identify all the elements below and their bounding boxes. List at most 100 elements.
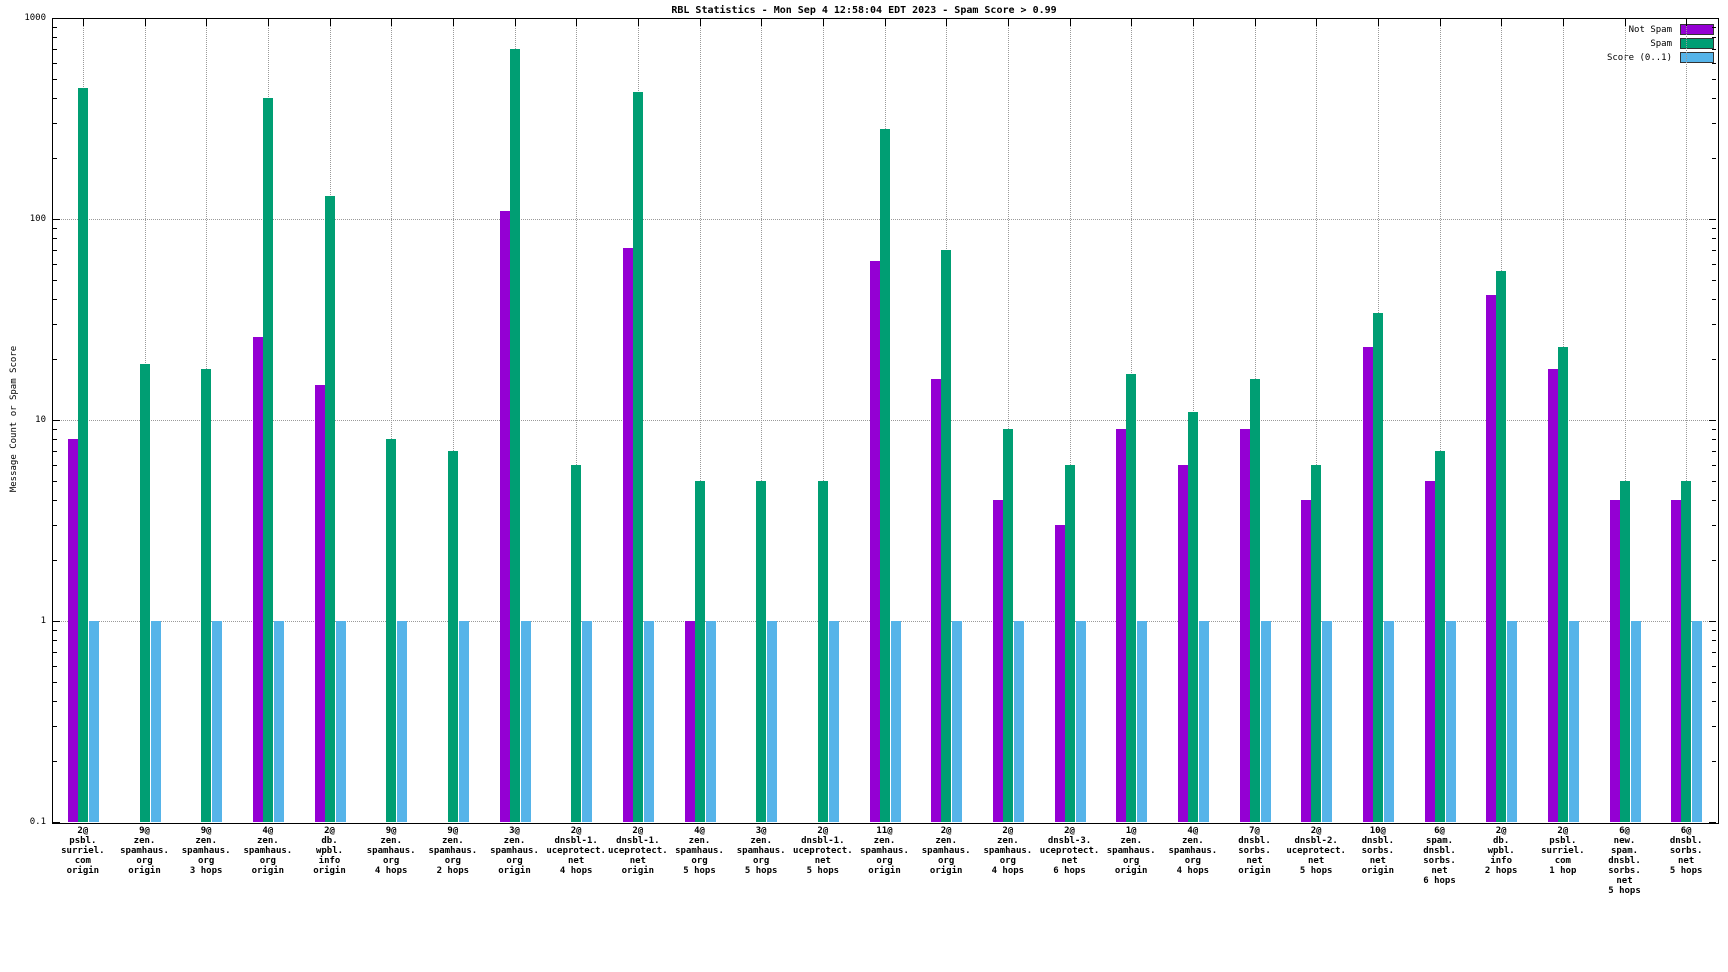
x-category-label-line: net [1308, 856, 1325, 866]
x-category-label-line: net [1246, 856, 1263, 866]
y-minor-tick [53, 37, 57, 39]
x-category-label: 2@ dnsbl-1. uceprotect. net 4 hops [544, 826, 608, 876]
x-category-label-line: 9@ [200, 826, 212, 836]
bar-spam [694, 480, 705, 822]
bar-not-spam [1424, 480, 1435, 822]
y-minor-tick [53, 665, 57, 667]
x-category-label-line: spamhaus. [736, 846, 786, 856]
x-category-label-line: org [198, 856, 215, 866]
x-category-label: 4@ zen. spamhaus. org 5 hops [668, 826, 732, 876]
x-category-label-line: zen. [256, 836, 279, 846]
x-category-label-line: 4 hops [1176, 866, 1210, 876]
x-category-label-line: zen. [935, 836, 957, 846]
x-tick-mark [884, 19, 886, 26]
bar-spam [1311, 464, 1322, 822]
x-category-label-line: 5 hops [683, 866, 716, 876]
legend-item-score: Score (0..1) [1607, 52, 1714, 63]
x-tick-mark [1624, 19, 1626, 26]
bar-score [767, 621, 778, 822]
y-minor-tick [1712, 263, 1716, 265]
x-category-label-line: org [1184, 856, 1201, 866]
y-minor-tick [1712, 480, 1716, 482]
x-category-label-line: 9@ [447, 826, 459, 836]
bar-not-spam [1116, 429, 1127, 822]
x-category-label-line: 1@ [1125, 826, 1137, 836]
bar-spam [509, 49, 520, 822]
y-minor-tick [53, 681, 57, 683]
bar-not-spam [931, 378, 942, 822]
x-category-label-line: spamhaus. [675, 846, 724, 856]
x-category-label-line: zen. [1181, 836, 1204, 846]
bar-spam [1249, 378, 1260, 822]
y-minor-tick [1712, 652, 1716, 654]
x-tick-mark [144, 19, 146, 26]
bar-spam [1434, 451, 1445, 822]
x-category-label-line: org [259, 856, 276, 866]
x-tick-mark [452, 19, 454, 26]
y-minor-tick [1712, 640, 1716, 642]
y-tick-label: 1 [40, 616, 46, 626]
x-tick-mark [514, 19, 516, 26]
x-category-label-line: origin [621, 866, 655, 876]
y-minor-tick [53, 158, 57, 160]
bar-not-spam [1239, 429, 1250, 822]
bar-score [1568, 621, 1579, 822]
x-category-label-line: wpbl. [1487, 846, 1515, 856]
x-category-label-line: spamhaus. [1106, 846, 1156, 856]
y-minor-tick [53, 630, 57, 632]
y-tick-mark [1709, 822, 1716, 823]
bar-not-spam [1177, 464, 1188, 822]
x-category-label: 9@ zen. spamhaus. org 2 hops [421, 826, 485, 876]
y-tick-mark [53, 621, 60, 622]
x-category-label-line: 2 hops [1484, 866, 1518, 876]
x-category-label-line: 1 hop [1549, 866, 1577, 876]
bar-score [952, 621, 963, 822]
x-category-label: 2@ psbl. surriel. com origin [51, 826, 115, 876]
y-minor-tick [53, 324, 57, 326]
legend-swatch-spam [1680, 38, 1714, 49]
legend-item-spam: Spam [1650, 38, 1714, 49]
bar-score [582, 621, 593, 822]
y-minor-tick [1712, 78, 1716, 80]
y-minor-tick [53, 761, 57, 763]
x-tick-mark [699, 19, 701, 26]
x-category-label-line: 6@ [1434, 826, 1445, 836]
y-minor-tick [53, 263, 57, 265]
gridline-v [1686, 19, 1688, 821]
y-minor-tick [53, 238, 57, 240]
y-tick-mark [53, 822, 60, 823]
bar-spam [447, 451, 458, 822]
x-category-label-line: zen. [1120, 836, 1142, 846]
bar-not-spam [67, 439, 78, 822]
x-category-label-line: origin [128, 866, 161, 876]
x-category-label-line: zen. [503, 836, 526, 846]
x-category-label: 2@ zen. spamhaus. org 4 hops [976, 826, 1040, 876]
x-category-label-line: spamhaus. [490, 846, 539, 856]
y-tick-mark [1709, 621, 1716, 622]
x-category-label-line: org [506, 856, 523, 866]
y-minor-tick [1712, 726, 1716, 728]
bar-not-spam [314, 384, 325, 822]
bar-score [1013, 621, 1024, 822]
x-category-label-line: 2@ [632, 826, 644, 836]
x-category-label: 2@ dnsbl-1. uceprotect. net 5 hops [791, 826, 855, 876]
bar-not-spam [1547, 368, 1558, 822]
x-category-label-line: com [1554, 856, 1571, 866]
x-category-label-line: origin [1114, 866, 1148, 876]
x-category-label-line: net [1061, 856, 1078, 866]
y-minor-tick [53, 123, 57, 125]
y-minor-tick [53, 726, 57, 728]
x-category-label: 2@ zen. spamhaus. org origin [914, 826, 978, 876]
bar-spam [324, 196, 335, 822]
y-minor-tick [1712, 359, 1716, 361]
chart-title: RBL Statistics - Mon Sep 4 12:58:04 EDT … [671, 5, 1057, 16]
bar-spam [571, 464, 582, 822]
x-category-label-line: net [1678, 856, 1695, 866]
x-category-label-line: dnsbl-1. [616, 836, 660, 846]
x-category-label: 2@ dnsbl-2. uceprotect. net 5 hops [1284, 826, 1348, 876]
legend-label-not-spam: Not Spam [1628, 24, 1672, 35]
x-category-label-line: origin [868, 866, 901, 876]
y-minor-tick [53, 250, 57, 252]
y-minor-tick [1712, 761, 1716, 763]
x-category-label: 3@ zen. spamhaus. org origin [483, 826, 547, 876]
